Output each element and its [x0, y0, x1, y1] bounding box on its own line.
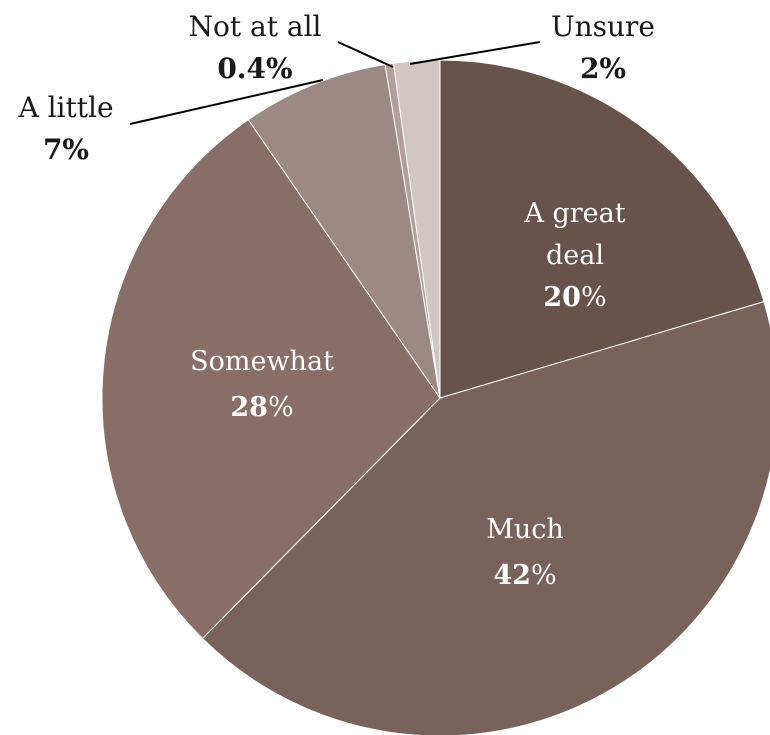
- slice-label-text-somewhat: Somewhat 28%: [190, 346, 334, 423]
- slice-label-line: Unsure: [551, 10, 655, 43]
- slice-label-somewhat: Somewhat 28%: [190, 346, 334, 423]
- pie-slice-somewhat: [101, 118, 441, 640]
- slice-percent-value: 28: [230, 392, 268, 423]
- slice-label-not-at-all: Not at all 0.4%: [189, 10, 322, 85]
- slice-percent-value: 0.4%: [217, 52, 292, 85]
- slice-label-text-a-little: A little 7%: [17, 91, 113, 166]
- leader-line-not-at-all: [337, 41, 394, 68]
- slice-label-unsure: Unsure 2%: [551, 10, 655, 85]
- slice-percent-value: 42: [493, 560, 531, 591]
- pie-slice-unsure: [392, 59, 441, 399]
- slice-percent-value: 7%: [43, 133, 89, 166]
- pie-slice-a-great-deal: [439, 59, 765, 399]
- leader-line-unsure: [409, 41, 541, 65]
- slice-label-line: A little: [17, 91, 113, 124]
- slice-label-text-a-great-deal: A great deal 20%: [523, 198, 625, 313]
- leader-line-a-little: [129, 79, 324, 125]
- slice-label-a-great-deal: A great deal 20%: [523, 198, 625, 313]
- slice-label-line: Much: [486, 514, 564, 545]
- slice-label-line: deal: [546, 240, 604, 271]
- leader-lines: [129, 41, 541, 125]
- slice-percent-unit: %: [531, 560, 557, 591]
- slice-percent-value: 2%: [580, 52, 626, 85]
- slice-percent-unit: %: [581, 282, 607, 313]
- slice-label-line: A great: [523, 198, 625, 229]
- slice-label-text-unsure: Unsure 2%: [551, 10, 655, 85]
- slice-label-much: Much 42%: [486, 514, 564, 591]
- slice-label-text-not-at-all: Not at all 0.4%: [189, 10, 322, 85]
- pie-slices: [101, 59, 770, 735]
- slice-percent-value: 20: [543, 282, 581, 313]
- slice-label-line: Not at all: [189, 10, 322, 43]
- pie-slice-much: [201, 301, 770, 735]
- slice-label-text-much: Much 42%: [486, 514, 564, 591]
- slice-percent-unit: %: [268, 392, 294, 423]
- pie-slice-a-little: [247, 63, 441, 399]
- slice-label-a-little: A little 7%: [17, 91, 113, 166]
- slice-label-line: Somewhat: [190, 346, 334, 377]
- slice-labels: A great deal 20% Much 42% Somewhat 28% A little…: [17, 10, 655, 591]
